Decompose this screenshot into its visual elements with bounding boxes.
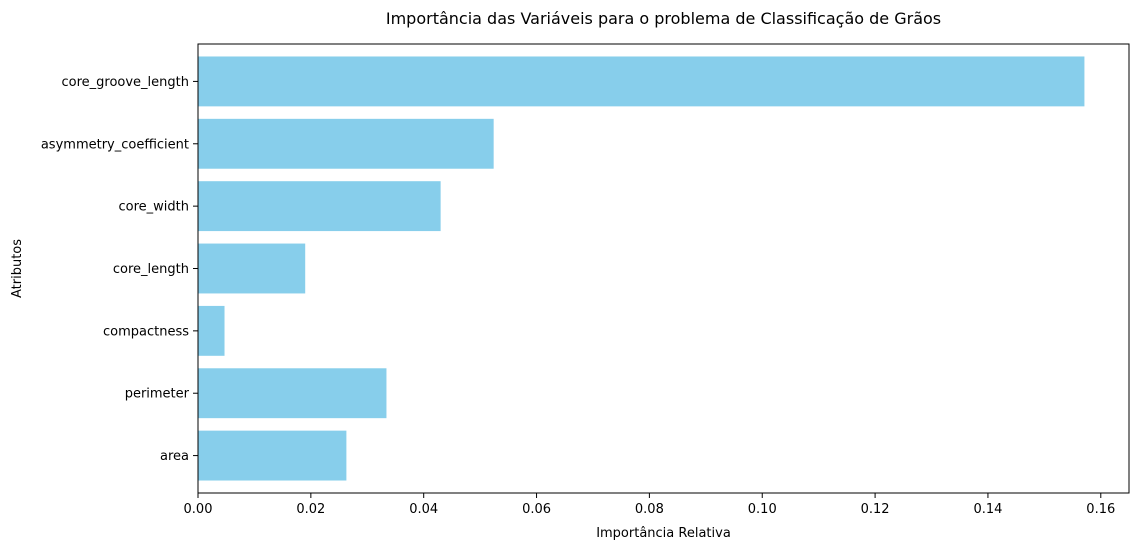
x-tick-label: 0.02: [296, 502, 325, 517]
x-tick-label: 0.00: [184, 502, 213, 517]
x-tick-label: 0.10: [748, 502, 777, 517]
y-tick-label: core_width: [119, 200, 190, 215]
bar-area: [198, 430, 347, 481]
bar-core_width: [198, 181, 441, 232]
x-tick-label: 0.08: [635, 502, 664, 517]
x-tick-label: 0.12: [861, 502, 890, 517]
bars-layer: [198, 56, 1085, 481]
x-tick-label: 0.06: [522, 502, 551, 517]
bar-compactness: [198, 305, 225, 356]
plot-frame: [197, 43, 1130, 494]
bar-asymmetry_coefficient: [198, 118, 494, 169]
bar-core_groove_length: [198, 56, 1085, 107]
axes-layer: [197, 43, 1130, 494]
x-tick-label: 0.14: [973, 502, 1002, 517]
bar-core_length: [198, 243, 306, 294]
y-tick-label: core_length: [113, 262, 189, 277]
x-axis-ticks: 0.00 0.02 0.04 0.06 0.08 0.10 0.12 0.14 0.16: [184, 493, 1115, 517]
x-axis-label: Importância Relativa: [596, 526, 731, 541]
y-tick-label: core_groove_length: [61, 75, 189, 90]
x-tick-label: 0.04: [409, 502, 438, 517]
y-tick-label: area: [160, 449, 189, 464]
y-tick-label: perimeter: [125, 387, 190, 402]
y-axis-ticks: area perimeter compactness core_length core_…: [41, 75, 198, 464]
bar-perimeter: [198, 368, 387, 419]
y-tick-label: compactness: [103, 324, 189, 339]
x-tick-label: 0.16: [1086, 502, 1115, 517]
y-axis-label: Atributos: [10, 239, 25, 298]
chart-title: Importância das Variáveis para o problem…: [386, 9, 941, 28]
y-tick-label: asymmetry_coefficient: [41, 137, 189, 152]
